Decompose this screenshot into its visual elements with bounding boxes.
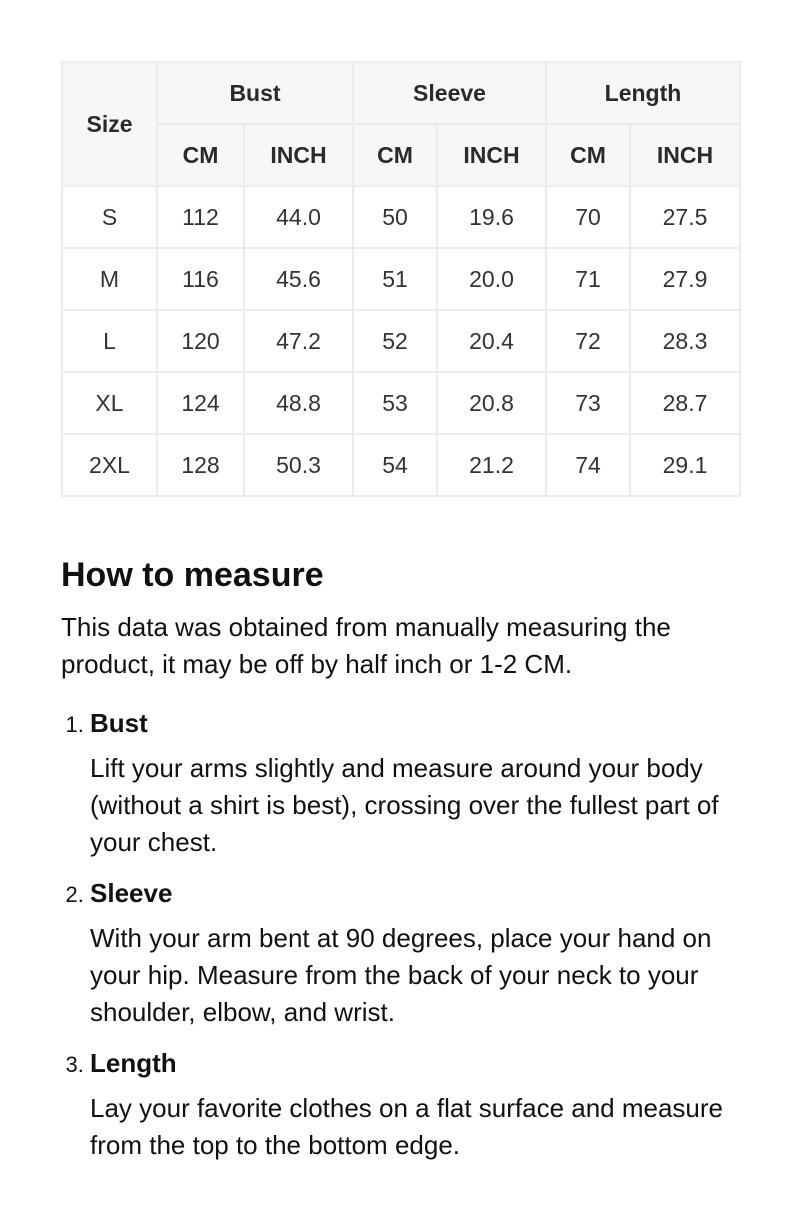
item-title: Sleeve — [90, 878, 173, 908]
length-header: Length — [545, 61, 741, 125]
value-cell: 128 — [156, 433, 245, 497]
list-item: Length Lay your favorite clothes on a fla… — [90, 1045, 761, 1164]
value-cell: 124 — [156, 371, 245, 435]
value-cell: 51 — [352, 247, 438, 311]
size-cell: XL — [61, 371, 158, 435]
unit-header: INCH — [436, 123, 547, 187]
value-cell: 120 — [156, 309, 245, 373]
value-cell: 71 — [545, 247, 631, 311]
value-cell: 28.3 — [629, 309, 741, 373]
value-cell: 19.6 — [436, 185, 547, 249]
value-cell: 52 — [352, 309, 438, 373]
value-cell: 28.7 — [629, 371, 741, 435]
unit-header: INCH — [243, 123, 354, 187]
unit-header: CM — [545, 123, 631, 187]
list-item: Sleeve With your arm bent at 90 degrees, … — [90, 875, 761, 1031]
measure-list: Bust Lift your arms slightly and measure … — [61, 705, 761, 1164]
size-cell: L — [61, 309, 158, 373]
value-cell: 74 — [545, 433, 631, 497]
item-title: Bust — [90, 708, 148, 738]
item-title: Length — [90, 1048, 177, 1078]
value-cell: 20.0 — [436, 247, 547, 311]
value-cell: 27.9 — [629, 247, 741, 311]
value-cell: 50.3 — [243, 433, 354, 497]
table-row: 2XL 128 50.3 54 21.2 74 29.1 — [61, 433, 741, 497]
how-to-measure-section: How to measure This data was obtained fr… — [61, 556, 761, 1178]
section-title: How to measure — [61, 556, 324, 594]
size-cell: 2XL — [61, 433, 158, 497]
value-cell: 20.8 — [436, 371, 547, 435]
table-row: S 112 44.0 50 19.6 70 27.5 — [61, 185, 741, 249]
unit-header: CM — [352, 123, 438, 187]
size-chart-table: Size Bust Sleeve Length CM INCH CM INCH CM IN… — [61, 61, 741, 497]
value-cell: 116 — [156, 247, 245, 311]
value-cell: 20.4 — [436, 309, 547, 373]
table-row: L 120 47.2 52 20.4 72 28.3 — [61, 309, 741, 373]
sleeve-header: Sleeve — [352, 61, 547, 125]
value-cell: 27.5 — [629, 185, 741, 249]
size-header: Size — [61, 61, 158, 187]
value-cell: 47.2 — [243, 309, 354, 373]
value-cell: 72 — [545, 309, 631, 373]
unit-header: CM — [156, 123, 245, 187]
value-cell: 112 — [156, 185, 245, 249]
item-text: With your arm bent at 90 degrees, place … — [90, 923, 712, 1027]
table-row: XL 124 48.8 53 20.8 73 28.7 — [61, 371, 741, 435]
value-cell: 54 — [352, 433, 438, 497]
intro-text: This data was obtained from manually mea… — [61, 612, 671, 679]
item-text: Lay your favorite clothes on a flat surf… — [90, 1093, 724, 1160]
bust-header: Bust — [156, 61, 354, 125]
size-cell: S — [61, 185, 158, 249]
value-cell: 21.2 — [436, 433, 547, 497]
table-row: M 116 45.6 51 20.0 71 27.9 — [61, 247, 741, 311]
item-text: Lift your arms slightly and measure arou… — [90, 753, 719, 857]
value-cell: 50 — [352, 185, 438, 249]
value-cell: 29.1 — [629, 433, 741, 497]
value-cell: 53 — [352, 371, 438, 435]
value-cell: 44.0 — [243, 185, 354, 249]
value-cell: 70 — [545, 185, 631, 249]
unit-header: INCH — [629, 123, 741, 187]
value-cell: 48.8 — [243, 371, 354, 435]
value-cell: 45.6 — [243, 247, 354, 311]
list-item: Bust Lift your arms slightly and measure … — [90, 705, 761, 861]
value-cell: 73 — [545, 371, 631, 435]
size-cell: M — [61, 247, 158, 311]
